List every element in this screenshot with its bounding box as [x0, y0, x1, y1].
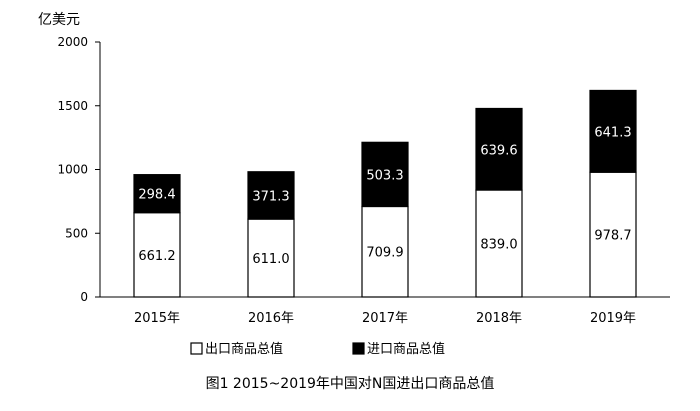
- data-label-import: 298.4: [138, 188, 175, 203]
- bar-segment-import: [361, 141, 409, 208]
- y-axis-label: 亿美元: [38, 12, 80, 28]
- legend-label-import: 进口商品总值: [367, 341, 445, 357]
- x-axis: 2015年 2016年 2017年 2018年 2019年: [134, 311, 636, 326]
- data-label-export: 661.2: [138, 249, 175, 264]
- legend-swatch-export: [190, 342, 203, 355]
- data-label-export: 839.0: [480, 238, 517, 253]
- bar-segment-export: [247, 218, 295, 298]
- y-tick-label: 500: [65, 226, 88, 240]
- bar-segment-import: [247, 171, 295, 220]
- x-tick-label: 2016年: [248, 311, 294, 326]
- legend-label-export: 出口商品总值: [205, 341, 283, 357]
- data-label-export: 978.7: [594, 229, 631, 244]
- bar-segment-export: [589, 171, 637, 298]
- bar-segment-import: [475, 107, 523, 191]
- bar-segment-import: [133, 174, 181, 214]
- data-label-export: 611.0: [252, 252, 289, 267]
- legend: 出口商品总值 进口商品总值: [190, 341, 445, 357]
- x-tick-label: 2019年: [590, 311, 636, 326]
- y-tick-label: 2000: [57, 35, 88, 49]
- bars: 661.2 298.4 611.0 371.3 709.9 503.3 839.0 639.6…: [133, 89, 637, 298]
- data-label-import: 639.6: [480, 143, 517, 158]
- data-label-import: 371.3: [252, 189, 289, 204]
- data-label-export: 709.9: [366, 246, 403, 261]
- bar-segment-export: [133, 212, 181, 298]
- y-tick-label: 0: [80, 290, 88, 304]
- legend-swatch-import: [352, 342, 365, 355]
- chart-title: 图1 2015~2019年中国对N国进出口商品总值: [206, 376, 495, 392]
- x-tick-label: 2015年: [134, 311, 180, 326]
- x-tick-label: 2018年: [476, 311, 522, 326]
- y-tick-label: 1000: [57, 163, 88, 177]
- y-axis: 0 500 1000 1500 2000: [57, 35, 100, 304]
- bar-segment-export: [361, 205, 409, 298]
- bar-segment-export: [475, 189, 523, 298]
- x-tick-label: 2017年: [362, 311, 408, 326]
- data-label-import: 641.3: [594, 125, 631, 140]
- bar-segment-import: [589, 89, 637, 173]
- y-tick-label: 1500: [57, 99, 88, 113]
- data-label-import: 503.3: [366, 168, 403, 183]
